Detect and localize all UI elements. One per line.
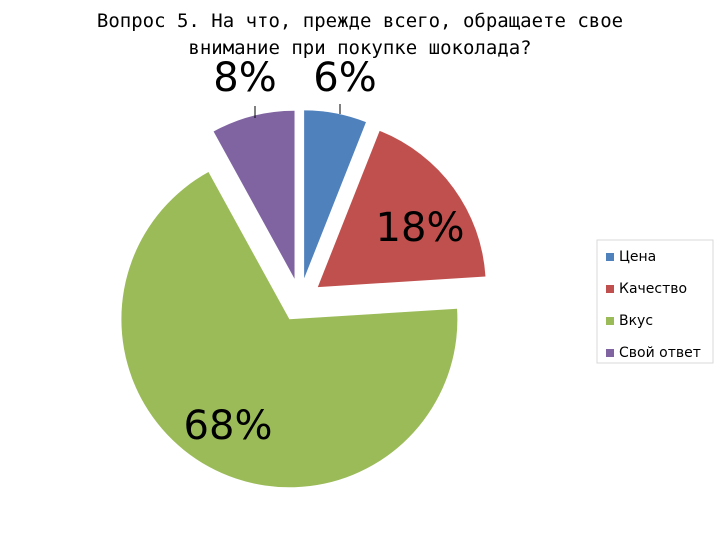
data-label: 18% — [376, 205, 465, 251]
legend-swatch — [606, 317, 614, 325]
legend-box — [596, 239, 714, 364]
chart-title: Вопрос 5. На что, прежде всего, обращает… — [96, 10, 624, 59]
pie-slice — [317, 130, 486, 288]
legend-label: Вкус — [619, 313, 653, 329]
pie-slice — [304, 110, 366, 279]
legend-label: Свой ответ — [619, 345, 701, 361]
legend-swatch — [606, 253, 614, 261]
legend-swatch — [606, 285, 614, 293]
data-label: 68% — [184, 403, 273, 449]
data-label: 6% — [313, 55, 376, 101]
legend-label: Качество — [619, 281, 687, 297]
pie-slice — [121, 172, 458, 488]
legend-swatch — [606, 349, 614, 357]
legend-label: Цена — [619, 249, 656, 265]
pie-slice — [213, 110, 295, 279]
data-label: 8% — [213, 55, 276, 101]
